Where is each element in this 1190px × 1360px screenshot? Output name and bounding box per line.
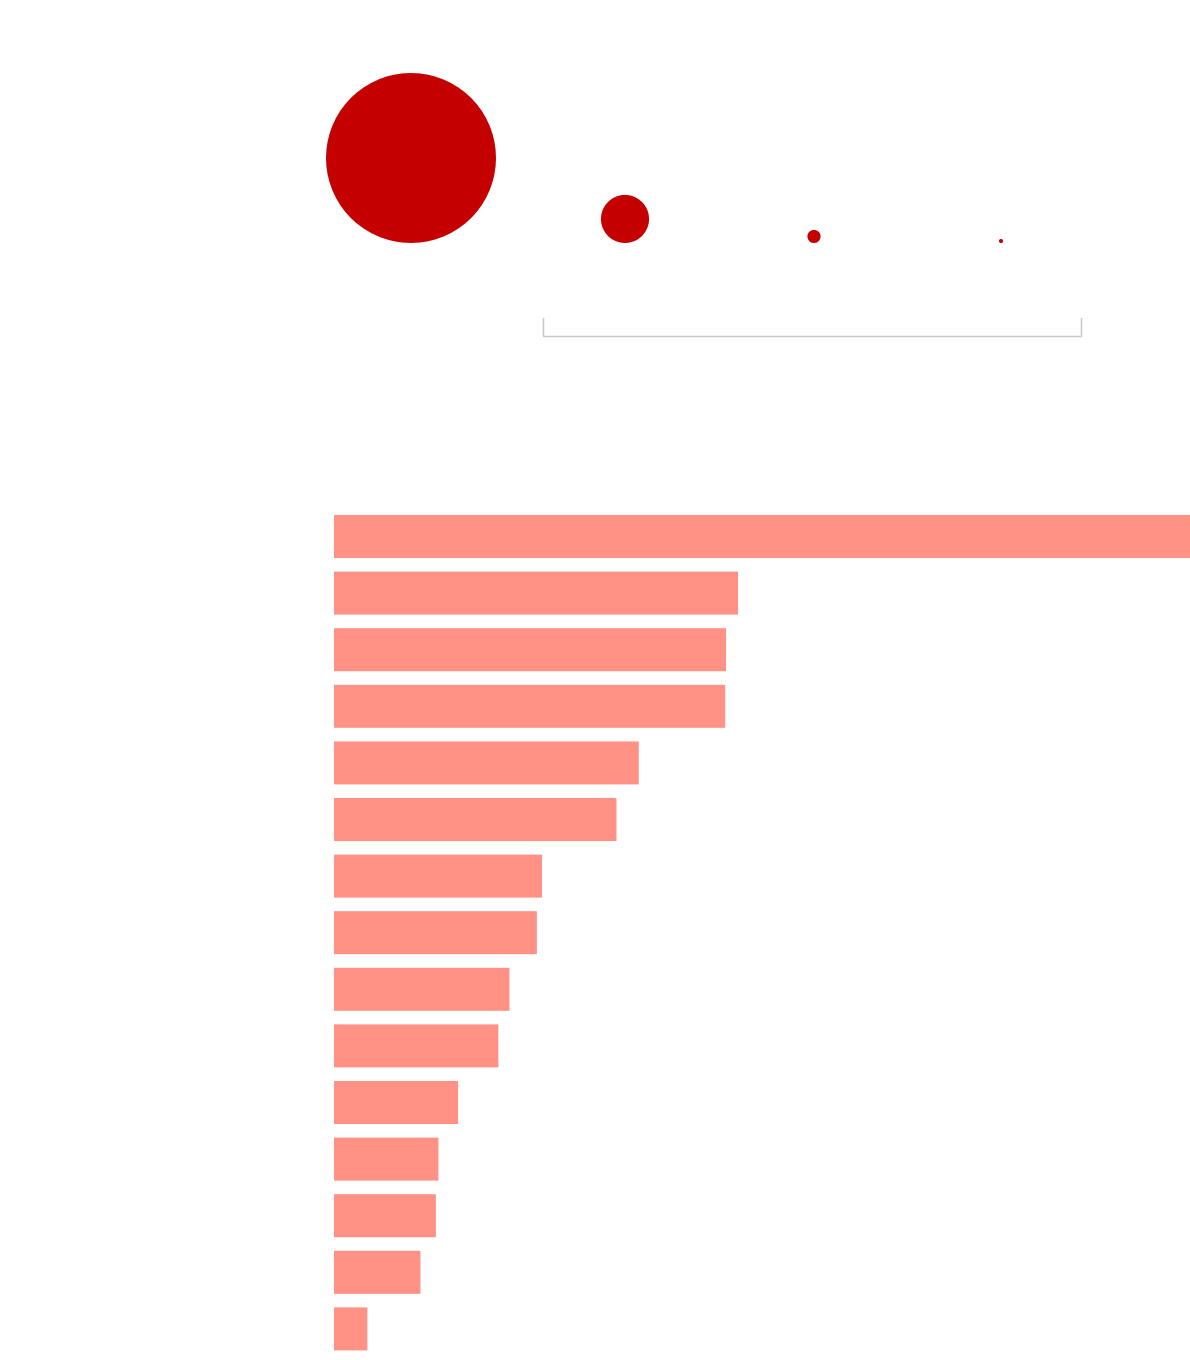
bar-11 [334, 1081, 459, 1124]
bar-9 [334, 967, 510, 1011]
bracket-line [542, 318, 1083, 338]
bubble-1 [326, 73, 496, 243]
bar-13 [334, 1194, 436, 1238]
bubble-4 [999, 239, 1003, 243]
bar-8 [334, 911, 537, 955]
bar-1 [334, 515, 1190, 558]
scale-bracket [542, 318, 1083, 338]
bar-5 [334, 741, 639, 785]
bar-12 [334, 1137, 439, 1181]
bar-group [334, 515, 1190, 1351]
bar-14 [334, 1250, 421, 1294]
bar-2 [334, 571, 739, 615]
bar-10 [334, 1024, 499, 1068]
bubble-3 [807, 229, 821, 243]
bubble-2 [600, 194, 650, 243]
bar-4 [334, 684, 726, 728]
bar-6 [334, 798, 617, 841]
bar-7 [334, 854, 543, 898]
bubble-group [326, 73, 1003, 243]
bar-15 [334, 1307, 368, 1351]
bar-3 [334, 628, 727, 672]
